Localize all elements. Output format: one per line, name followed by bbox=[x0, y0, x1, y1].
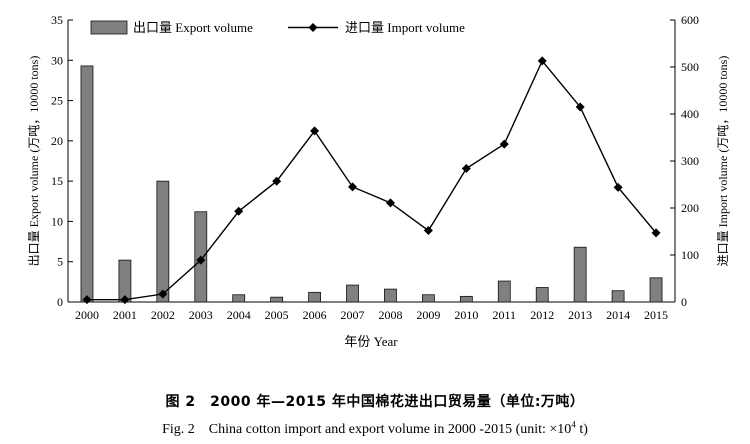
right-tick-label: 600 bbox=[681, 13, 699, 27]
export-bar bbox=[346, 284, 359, 303]
import-point bbox=[196, 255, 206, 265]
legend-import-marker bbox=[308, 23, 318, 32]
x-tick-label: 2004 bbox=[227, 308, 251, 322]
left-tick-label: 15 bbox=[51, 174, 63, 188]
caption-english-suffix: t) bbox=[575, 422, 588, 437]
x-tick-label: 2011 bbox=[493, 308, 517, 322]
legend: 出口量 Export volume 进口量 Import volume bbox=[90, 20, 465, 35]
import-line bbox=[82, 56, 661, 305]
export-bar bbox=[649, 277, 663, 303]
x-tick-label: 2015 bbox=[644, 308, 668, 322]
x-tick-label: 2008 bbox=[378, 308, 402, 322]
export-bars bbox=[80, 65, 663, 303]
right-tick-label: 400 bbox=[681, 107, 699, 121]
left-tick-label: 5 bbox=[57, 255, 63, 269]
right-tick-label: 200 bbox=[681, 201, 699, 215]
import-point bbox=[234, 206, 244, 216]
import-point bbox=[120, 295, 130, 305]
import-point bbox=[272, 176, 282, 186]
left-axis-title: 出口量 Export volume (万吨，10000 tons) bbox=[27, 56, 41, 267]
legend-import-label: 进口量 Import volume bbox=[345, 20, 465, 35]
import-point bbox=[423, 226, 433, 236]
x-tick-label: 2007 bbox=[341, 308, 365, 322]
export-bar bbox=[232, 294, 246, 303]
x-tick-label: 2012 bbox=[530, 308, 554, 322]
export-bar bbox=[497, 280, 511, 303]
right-tick-label: 0 bbox=[681, 295, 687, 309]
caption-chinese: 图 2 2000 年—2015 年中国棉花进出口贸易量（单位:万吨） bbox=[165, 394, 585, 410]
export-bar bbox=[611, 290, 625, 303]
import-point bbox=[461, 164, 471, 174]
legend-export-swatch bbox=[90, 20, 128, 35]
import-point bbox=[158, 289, 168, 299]
right-axis-title: 进口量 Import volume (万吨，10000 tons) bbox=[716, 56, 730, 267]
left-tick-label: 25 bbox=[51, 94, 63, 108]
export-bar bbox=[422, 294, 435, 303]
left-tick-label: 20 bbox=[51, 134, 63, 148]
import-point bbox=[537, 56, 547, 66]
x-tick-label: 2014 bbox=[606, 308, 630, 322]
import-point bbox=[575, 102, 585, 112]
caption-english: Fig. 2 China cotton import and export vo… bbox=[0, 418, 750, 438]
import-point bbox=[348, 182, 358, 192]
export-bar bbox=[156, 180, 170, 303]
x-tick-label: 2001 bbox=[113, 308, 137, 322]
export-bar bbox=[308, 291, 321, 303]
x-tick-label: 2000 bbox=[75, 308, 99, 322]
export-bar bbox=[80, 65, 94, 303]
tick-labels: 0 5 10 15 20 25 30 35 0 100 200 300 400 500 600 2000 200… bbox=[51, 13, 699, 322]
export-bar bbox=[459, 295, 473, 303]
x-tick-label: 2002 bbox=[151, 308, 175, 322]
right-tick-label: 300 bbox=[681, 154, 699, 168]
import-point bbox=[499, 139, 509, 149]
x-tick-label: 2010 bbox=[454, 308, 478, 322]
import-point bbox=[82, 295, 92, 305]
export-bar bbox=[270, 296, 284, 303]
left-tick-label: 10 bbox=[51, 214, 63, 228]
import-point bbox=[310, 126, 320, 136]
import-line-path bbox=[86, 59, 657, 301]
export-bar bbox=[384, 288, 397, 303]
chart: 0 5 10 15 20 25 30 35 0 100 200 300 400 500 600 2000 200… bbox=[27, 13, 730, 349]
caption-english-exponent: 4 bbox=[571, 419, 576, 430]
import-point bbox=[651, 228, 661, 238]
x-tick-label: 2006 bbox=[303, 308, 327, 322]
export-bar bbox=[535, 287, 549, 303]
import-point bbox=[385, 198, 395, 208]
x-tick-label: 2009 bbox=[416, 308, 440, 322]
left-tick-label: 0 bbox=[57, 295, 63, 309]
x-tick-label: 2013 bbox=[568, 308, 592, 322]
export-bar bbox=[573, 246, 587, 303]
caption-english-prefix: Fig. 2 China cotton import and export vo… bbox=[162, 422, 572, 437]
axis-labels: 年份 Year 出口量 Export volume (万吨，10000 tons)… bbox=[27, 56, 730, 349]
left-tick-label: 35 bbox=[51, 13, 63, 27]
legend-export-label: 出口量 Export volume bbox=[133, 20, 253, 35]
left-tick-label: 30 bbox=[51, 53, 63, 67]
x-axis-title: 年份 Year bbox=[344, 334, 398, 349]
x-tick-label: 2005 bbox=[265, 308, 289, 322]
right-tick-label: 500 bbox=[681, 60, 699, 74]
x-tick-label: 2003 bbox=[189, 308, 213, 322]
import-point bbox=[613, 182, 623, 192]
right-tick-label: 100 bbox=[681, 248, 699, 262]
